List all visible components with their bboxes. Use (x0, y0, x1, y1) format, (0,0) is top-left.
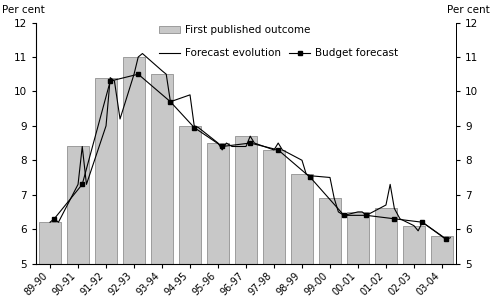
Legend: Forecast evolution, Budget forecast: Forecast evolution, Budget forecast (159, 48, 399, 58)
Bar (207, 143, 229, 303)
Bar (291, 174, 313, 303)
Bar (39, 222, 61, 303)
Bar (319, 198, 341, 303)
Bar (123, 57, 145, 303)
Bar (403, 226, 425, 303)
Bar (235, 136, 257, 303)
Bar (375, 208, 397, 303)
Text: Per cent: Per cent (2, 5, 45, 15)
Bar (431, 236, 453, 303)
Text: Per cent: Per cent (447, 5, 490, 15)
Bar (263, 150, 285, 303)
Bar (179, 126, 201, 303)
Bar (151, 74, 173, 303)
Bar (347, 212, 369, 303)
Bar (67, 146, 89, 303)
Bar (95, 78, 117, 303)
